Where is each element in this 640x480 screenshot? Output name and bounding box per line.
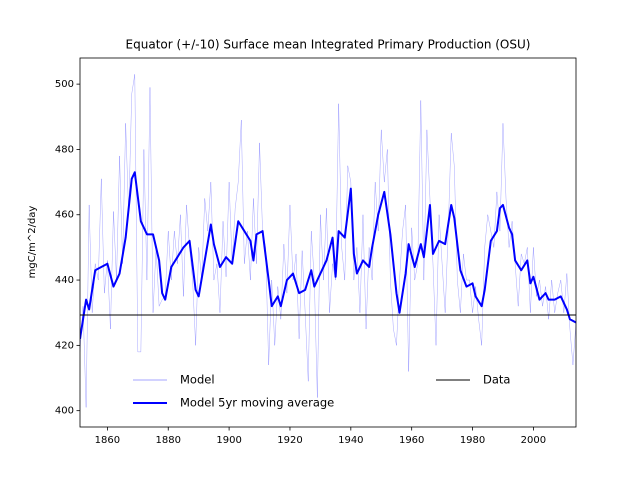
legend-label: Data xyxy=(483,373,510,387)
y-tick-label: 400 xyxy=(55,406,74,417)
y-axis-label: mgC/m^2/day xyxy=(27,206,38,279)
legend-label: Model xyxy=(180,373,215,387)
y-tick-label: 500 xyxy=(55,79,74,90)
series-line xyxy=(80,171,576,339)
x-tick-label: 1860 xyxy=(95,435,120,446)
y-tick-label: 480 xyxy=(55,144,74,155)
chart-title: Equator (+/-10) Surface mean Integrated … xyxy=(126,38,531,52)
y-tick-label: 440 xyxy=(55,275,74,286)
y-tick-label: 460 xyxy=(55,210,74,221)
legend-label: Model 5yr moving average xyxy=(180,396,334,410)
x-tick-label: 1920 xyxy=(277,435,302,446)
series-line xyxy=(80,74,576,408)
x-tick-label: 1980 xyxy=(460,435,485,446)
x-tick-label: 1960 xyxy=(399,435,424,446)
x-tick-label: 1940 xyxy=(338,435,363,446)
x-tick-label: 1880 xyxy=(156,435,181,446)
x-tick-label: 1900 xyxy=(216,435,241,446)
x-tick-label: 2000 xyxy=(521,435,546,446)
y-tick-label: 420 xyxy=(55,340,74,351)
plot-frame xyxy=(79,57,577,428)
